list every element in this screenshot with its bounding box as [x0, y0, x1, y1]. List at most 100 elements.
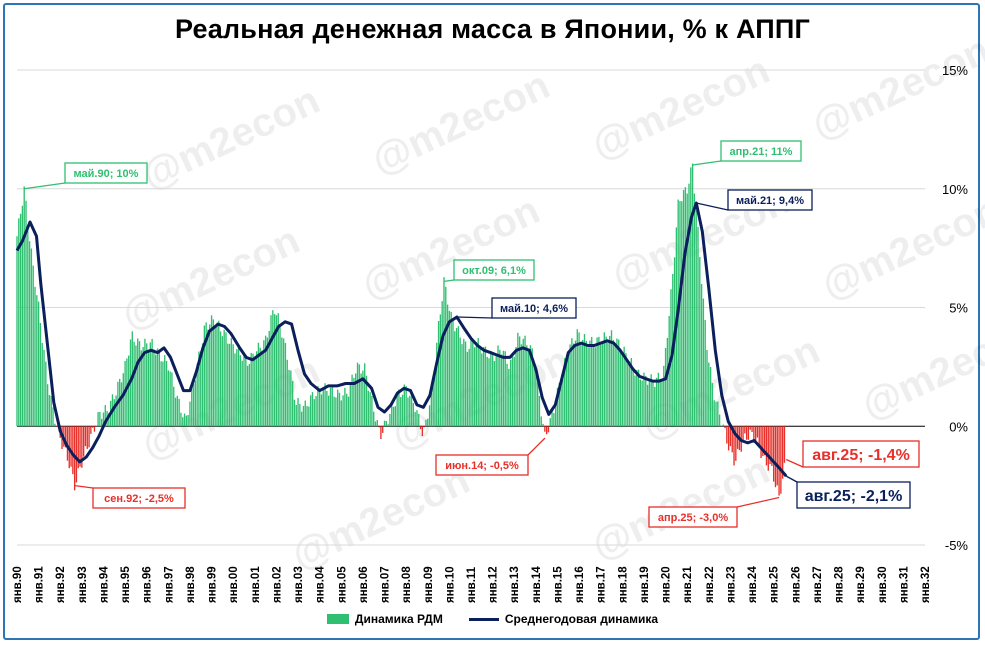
bar [682, 189, 685, 427]
bar [183, 413, 186, 427]
bar [410, 392, 413, 427]
bar [382, 426, 384, 433]
bar [99, 412, 101, 427]
bar [250, 352, 252, 427]
bar [441, 301, 443, 427]
bar [236, 349, 238, 427]
bar [266, 337, 269, 427]
annotation-label: май.21; 9,4% [736, 195, 804, 207]
x-tick-label: янв.05 [336, 566, 348, 603]
bar [585, 340, 587, 427]
bar [333, 396, 335, 427]
bar [582, 339, 584, 427]
bar [30, 248, 33, 427]
bar [715, 401, 717, 427]
bar [396, 393, 398, 427]
bar [257, 342, 260, 427]
y-tick-label: 0% [949, 419, 968, 434]
x-tick-label: янв.15 [552, 566, 564, 603]
bar [320, 394, 323, 427]
annotation-callout: май.21; 9,4% [696, 189, 813, 211]
bar [562, 371, 564, 427]
bar [589, 340, 591, 427]
bar [425, 419, 427, 427]
bar [657, 372, 660, 427]
bar [273, 314, 276, 427]
legend-swatch-bars [326, 614, 349, 624]
bar [173, 386, 175, 427]
bar [749, 426, 751, 430]
bar [666, 337, 669, 427]
bar [643, 372, 645, 427]
bar [436, 342, 438, 427]
x-tick-label: янв.90 [12, 566, 24, 603]
bar [28, 241, 31, 427]
bar [82, 426, 85, 457]
bar [655, 377, 658, 427]
bar [146, 343, 148, 427]
x-tick-label: янв.07 [380, 566, 392, 603]
bar [648, 380, 651, 427]
bar [607, 342, 609, 427]
bar [747, 426, 750, 440]
bar [517, 332, 519, 427]
bar [781, 426, 784, 479]
bar [232, 344, 234, 427]
bar [726, 426, 728, 444]
bar [627, 363, 629, 427]
bar [558, 382, 560, 427]
bar [219, 331, 222, 427]
bar [34, 286, 36, 427]
bar [387, 424, 389, 427]
bar [700, 283, 703, 427]
bar [470, 338, 472, 427]
annotation-callout: сен.92; -2,5% [74, 484, 186, 509]
x-tick-label: янв.94 [98, 566, 110, 603]
bar [535, 373, 537, 427]
bar [300, 411, 303, 427]
bar [394, 406, 397, 427]
bar [506, 363, 508, 427]
bar [690, 167, 692, 427]
bar [684, 187, 687, 427]
bar [545, 426, 548, 435]
bar [524, 335, 526, 427]
bar [315, 396, 317, 427]
bar [432, 379, 434, 427]
bar [560, 383, 562, 427]
bar [347, 396, 350, 427]
bar [484, 346, 487, 427]
bar [547, 426, 550, 433]
bar [286, 359, 288, 427]
bar [688, 183, 690, 427]
bar [509, 359, 512, 427]
annotation-leader [456, 316, 493, 319]
bar [708, 362, 710, 427]
annotation-leader [692, 160, 722, 166]
annotation-callout: авг.25; -2,1% [785, 475, 911, 509]
bar [576, 329, 578, 427]
bar [192, 383, 195, 427]
annotation-leader [785, 475, 798, 483]
bar [48, 394, 51, 427]
bar [454, 331, 456, 427]
bar [364, 363, 366, 427]
bar [36, 295, 38, 427]
bar [156, 348, 159, 427]
bar [376, 420, 378, 427]
bar [778, 426, 780, 496]
watermark-text: @m2econ [855, 308, 985, 428]
bar [346, 393, 348, 427]
y-tick-label: 15% [942, 63, 968, 78]
bar [419, 426, 422, 430]
bar [221, 336, 224, 427]
x-tick-label: янв.21 [682, 566, 694, 603]
bar [763, 426, 766, 456]
bar [191, 385, 193, 427]
x-tick-label: янв.91 [34, 566, 46, 603]
bar [369, 392, 371, 427]
bar [596, 337, 598, 427]
bar [527, 350, 530, 427]
bar [499, 349, 501, 427]
bar [391, 403, 393, 427]
